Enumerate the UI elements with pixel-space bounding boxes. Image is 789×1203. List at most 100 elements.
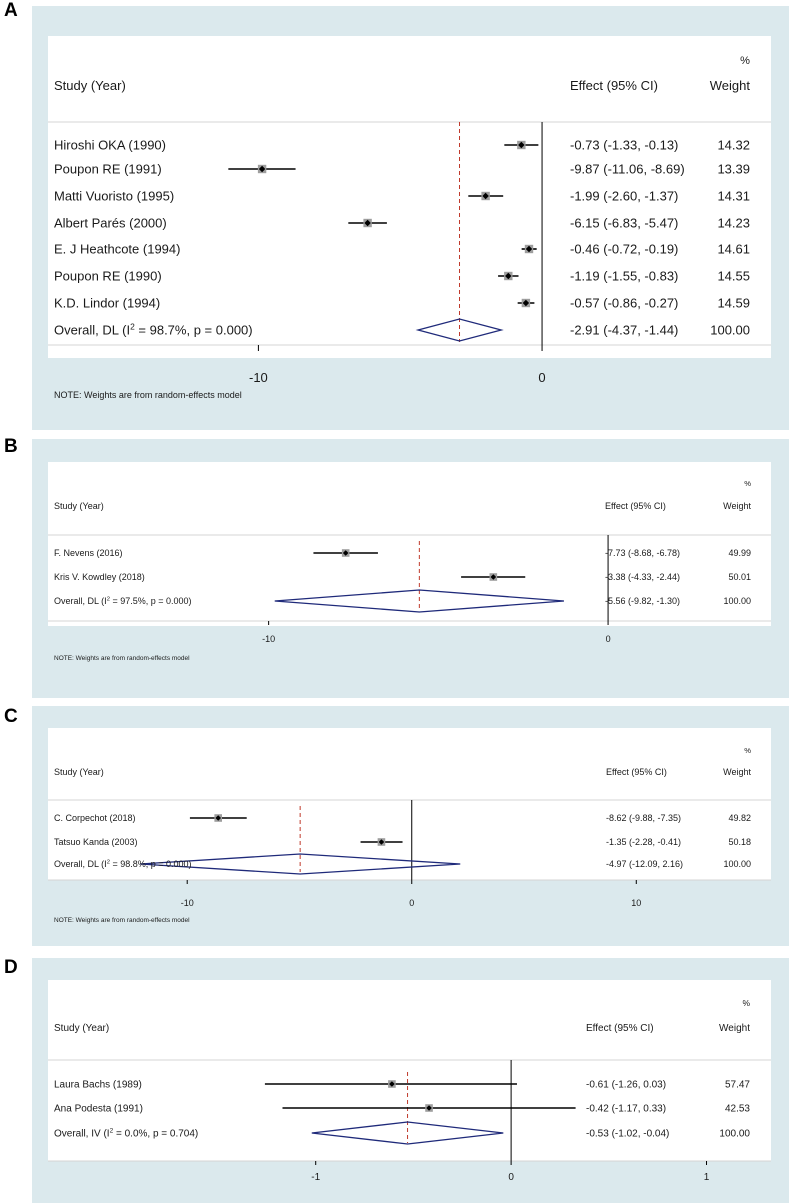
panel-b-effect-header: Effect (95% CI) bbox=[605, 501, 666, 511]
panel-letter-d: D bbox=[4, 957, 18, 978]
panel-d-effect-header: Effect (95% CI) bbox=[586, 1023, 654, 1034]
panel-letter-b: B bbox=[4, 436, 18, 457]
panel-c-weight-header: Weight bbox=[723, 767, 751, 777]
panel-a-study-weight: 14.31 bbox=[717, 189, 750, 204]
panel-d-study-effect: -0.42 (-1.17, 0.33) bbox=[586, 1104, 666, 1115]
panel-a-study-weight: 14.32 bbox=[717, 138, 750, 153]
panel-b-overall-effect: -5.56 (-9.82, -1.30) bbox=[605, 596, 680, 606]
panel-a-weight-pct-header: % bbox=[740, 55, 750, 67]
panel-a-point-estimate bbox=[522, 299, 530, 307]
panel-b-study-effect: -7.73 (-8.68, -6.78) bbox=[605, 548, 680, 558]
panel-a-study-effect: -1.99 (-2.60, -1.37) bbox=[570, 189, 678, 204]
panel-d-study-effect: -0.61 (-1.26, 0.03) bbox=[586, 1080, 666, 1091]
panel-a-study-effect: -6.15 (-6.83, -5.47) bbox=[570, 216, 678, 231]
panel-a-study-effect: -0.57 (-0.86, -0.27) bbox=[570, 296, 678, 311]
panel-b-study-label: Kris V. Kowdley (2018) bbox=[54, 572, 145, 582]
panel-a-study-weight: 14.59 bbox=[717, 296, 750, 311]
panel-letter-c: C bbox=[4, 706, 18, 727]
panel-c-overall-effect: -4.97 (-12.09, 2.16) bbox=[606, 859, 683, 869]
panel-a-study-header: Study (Year) bbox=[54, 78, 126, 93]
panel-c-plot-area bbox=[48, 728, 771, 880]
panel-b-overall-diamond bbox=[274, 589, 564, 613]
panel-b-point-estimate bbox=[490, 574, 497, 580]
panel-a-study-weight: 14.61 bbox=[717, 242, 750, 257]
panel-b-overall-weight: 100.00 bbox=[723, 596, 751, 606]
panel-d-weight-header: Weight bbox=[719, 1023, 750, 1034]
panel-d-study-weight: 57.47 bbox=[725, 1080, 750, 1091]
panel-d-x-tick-label: -1 bbox=[311, 1172, 320, 1183]
panel-a-point-estimate bbox=[518, 141, 525, 149]
panel-a-study-effect: -9.87 (-11.06, -8.69) bbox=[570, 162, 685, 177]
panel-d-overall-label: Overall, IV (I2 = 0.0%, p = 0.704) bbox=[54, 1128, 198, 1140]
panel-d-plot-area bbox=[48, 980, 771, 1161]
panel-a-study-label: E. J Heathcote (1994) bbox=[54, 242, 180, 257]
panel-b-study-header: Study (Year) bbox=[54, 501, 104, 511]
panel-b-x-tick-label: -10 bbox=[262, 634, 275, 644]
panel-a-study-effect: -0.73 (-1.33, -0.13) bbox=[570, 138, 678, 153]
panel-a-point-estimate bbox=[364, 219, 371, 227]
panel-letter-a: A bbox=[4, 0, 18, 21]
panel-b-weight-header: Weight bbox=[723, 501, 751, 511]
panel-a-study-label: Poupon RE (1991) bbox=[54, 162, 162, 177]
panel-d-weight-pct-header: % bbox=[742, 998, 750, 1008]
panel-b-note: NOTE: Weights are from random-effects mo… bbox=[54, 655, 190, 662]
panel-b-overall-label: Overall, DL (I2 = 97.5%, p = 0.000) bbox=[54, 596, 192, 606]
panel-a-overall-label: Overall, DL (I2 = 98.7%, p = 0.000) bbox=[54, 321, 253, 337]
panel-b-point-estimate bbox=[342, 550, 349, 556]
panel-b-study-weight: 49.99 bbox=[728, 548, 751, 558]
panel-c-overall-label: Overall, DL (I2 = 98.8%, p = 0.000) bbox=[54, 859, 192, 869]
panel-d-study-label: Laura Bachs (1989) bbox=[54, 1080, 142, 1091]
panel-a-point-estimate bbox=[505, 272, 512, 280]
panel-c-study-weight: 50.18 bbox=[728, 837, 751, 847]
panel-c-overall-weight: 100.00 bbox=[723, 859, 751, 869]
panel-a-point-estimate bbox=[525, 245, 533, 253]
panel-c-study-weight: 49.82 bbox=[728, 813, 751, 823]
panel-a-study-weight: 14.55 bbox=[717, 269, 750, 284]
panel-a-overall-diamond bbox=[415, 318, 504, 342]
panel-c-study-label: C. Corpechot (2018) bbox=[54, 813, 136, 823]
panel-d-overall-effect: -0.53 (-1.02, -0.04) bbox=[586, 1129, 669, 1140]
panel-a-note: NOTE: Weights are from random-effects mo… bbox=[54, 390, 242, 400]
panel-a-study-label: Hiroshi OKA (1990) bbox=[54, 138, 166, 153]
panel-c-point-estimate bbox=[215, 815, 221, 821]
panel-a-weight-header: Weight bbox=[710, 78, 751, 93]
panel-b-weight-pct-header: % bbox=[744, 479, 751, 488]
panel-a-plot-area bbox=[48, 36, 771, 358]
panel-d-study-label: Ana Podesta (1991) bbox=[54, 1104, 143, 1115]
panel-d-study-weight: 42.53 bbox=[725, 1104, 750, 1115]
panel-c-study-label: Tatsuo Kanda (2003) bbox=[54, 837, 138, 847]
panel-d-point-estimate bbox=[426, 1105, 432, 1111]
panel-b-study-weight: 50.01 bbox=[728, 572, 751, 582]
panel-a-study-label: Poupon RE (1990) bbox=[54, 269, 162, 284]
panel-b-study-label: F. Nevens (2016) bbox=[54, 548, 123, 558]
panel-c-note: NOTE: Weights are from random-effects mo… bbox=[54, 917, 190, 924]
panel-a-point-estimate bbox=[258, 165, 266, 173]
panel-a-study-effect: -1.19 (-1.55, -0.83) bbox=[570, 269, 678, 284]
panel-b-x-tick-label: 0 bbox=[606, 634, 611, 644]
panel-a-x-tick-label: 0 bbox=[538, 370, 545, 385]
panel-d-study-header: Study (Year) bbox=[54, 1023, 109, 1034]
panel-a-study-label: Matti Vuoristo (1995) bbox=[54, 189, 174, 204]
panel-a-overall-effect: -2.91 (-4.37, -1.44) bbox=[570, 323, 678, 338]
panel-c-point-estimate bbox=[378, 839, 385, 845]
panel-c-study-effect: -1.35 (-2.28, -0.41) bbox=[606, 837, 681, 847]
panel-d-overall-weight: 100.00 bbox=[719, 1129, 750, 1140]
panel-a-x-tick-label: -10 bbox=[249, 370, 268, 385]
panel-c-effect-header: Effect (95% CI) bbox=[606, 767, 667, 777]
panel-c-overall-diamond bbox=[140, 853, 461, 875]
panel-a-study-label: K.D. Lindor (1994) bbox=[54, 296, 160, 311]
panel-b-plot-area bbox=[48, 462, 771, 626]
panel-a-study-label: Albert Parés (2000) bbox=[54, 216, 167, 231]
panel-c-study-header: Study (Year) bbox=[54, 767, 104, 777]
panel-c-x-tick-label: -10 bbox=[181, 898, 194, 908]
panel-a-effect-header: Effect (95% CI) bbox=[570, 78, 658, 93]
panel-a-point-estimate bbox=[482, 192, 489, 200]
panel-b-study-effect: -3.38 (-4.33, -2.44) bbox=[605, 572, 680, 582]
panel-a-study-weight: 14.23 bbox=[717, 216, 750, 231]
panel-d-overall-diamond bbox=[311, 1121, 504, 1145]
panel-d-point-estimate bbox=[389, 1081, 395, 1087]
panel-c-weight-pct-header: % bbox=[744, 746, 751, 755]
panel-a-study-weight: 13.39 bbox=[717, 162, 750, 177]
panel-c-x-tick-label: 0 bbox=[409, 898, 414, 908]
